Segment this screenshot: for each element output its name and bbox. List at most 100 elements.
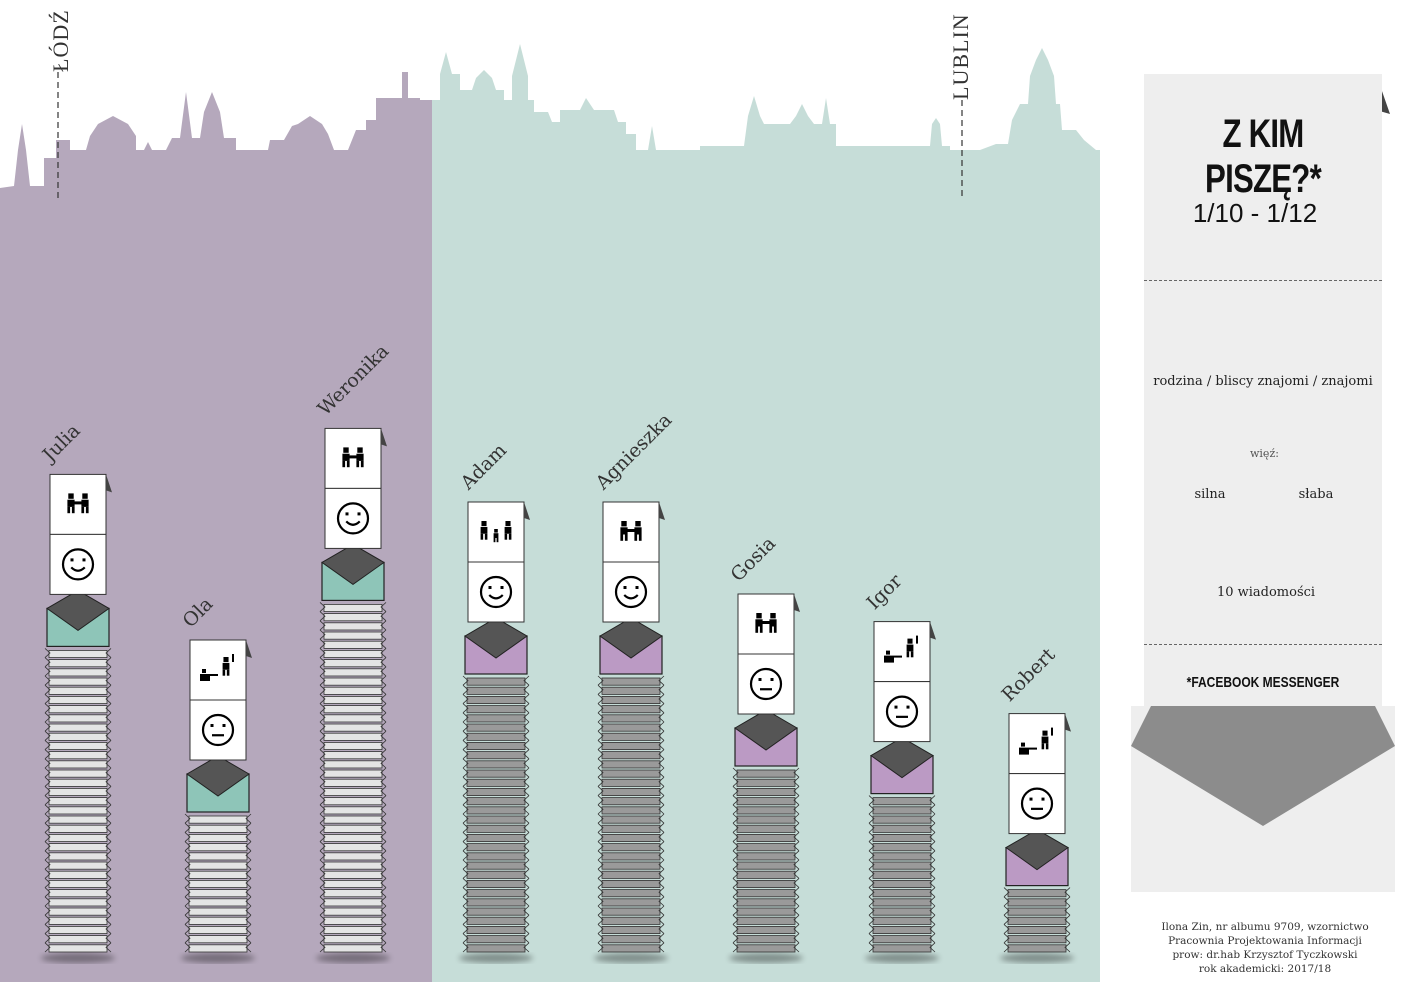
- stacked-envelope: [868, 924, 936, 935]
- credits-line-1: Ilona Zin, nr albumu 9709, wzornictwo: [1161, 921, 1369, 933]
- credits-line-2: Pracownia Projektowania Informacji: [1168, 935, 1362, 947]
- stacked-envelope: [184, 841, 252, 852]
- stacked-envelope: [44, 942, 112, 953]
- stacked-envelope: [597, 813, 665, 824]
- credits: Ilona Zin, nr albumu 9709, wzornictwo Pr…: [1140, 920, 1390, 976]
- stacked-envelope: [868, 841, 936, 852]
- stacked-envelope: [462, 740, 530, 751]
- legend-strong-label: silna: [1194, 487, 1226, 502]
- stacked-envelope: [732, 822, 800, 833]
- large-envelope-graphic: [1131, 706, 1395, 892]
- city-label-lodz: ŁÓDŹ: [48, 9, 73, 72]
- adult-figure: [504, 521, 512, 540]
- message-columns: [41, 427, 1074, 963]
- stacked-envelope: [462, 758, 530, 769]
- stacked-envelope: [44, 666, 112, 677]
- stacked-envelope: [462, 684, 530, 695]
- standing-figure: [222, 657, 230, 676]
- stacked-envelope: [597, 712, 665, 723]
- stacked-envelope: [462, 776, 530, 787]
- stacked-envelope: [44, 795, 112, 806]
- relationship-card: [1008, 713, 1071, 775]
- stacked-envelope: [597, 832, 665, 843]
- column-shadow: [41, 953, 115, 963]
- stacked-envelope: [597, 859, 665, 870]
- legend-bond-label: więź:: [1250, 447, 1279, 460]
- stacked-envelope: [319, 914, 387, 925]
- stacked-envelope: [732, 887, 800, 898]
- stacked-envelope: [462, 859, 530, 870]
- legend-divider-top: [1144, 280, 1382, 281]
- stacked-envelope: [44, 878, 112, 889]
- stacked-envelope: [462, 887, 530, 898]
- stacked-envelope: [732, 878, 800, 889]
- stacked-envelope: [462, 804, 530, 815]
- column-shadow: [594, 953, 668, 963]
- stacked-envelope: [319, 859, 387, 870]
- bond-card: [49, 533, 107, 595]
- column-shadow: [865, 953, 939, 963]
- stacked-envelope: [319, 657, 387, 668]
- stacked-envelope: [462, 914, 530, 925]
- lodz-skyline: [0, 72, 432, 200]
- stacked-envelope: [184, 850, 252, 861]
- stacked-envelope: [462, 822, 530, 833]
- stacked-envelope: [319, 795, 387, 806]
- column-adam: [459, 501, 533, 963]
- family-icon: [480, 521, 512, 543]
- stacked-envelope: [44, 657, 112, 668]
- stacked-envelope: [597, 896, 665, 907]
- stacked-envelope: [868, 859, 936, 870]
- stacked-envelope: [462, 905, 530, 916]
- stacked-envelope: [184, 914, 252, 925]
- stacked-envelope: [319, 749, 387, 760]
- relationship-card: [189, 639, 252, 701]
- stacked-envelope: [597, 721, 665, 732]
- column-ola: [181, 639, 255, 963]
- neutral-face-icon: [885, 695, 919, 728]
- neutral-face-icon: [1020, 787, 1054, 820]
- stacked-envelope: [868, 850, 936, 861]
- relationship-card: [737, 593, 800, 655]
- stacked-envelope: [732, 914, 800, 925]
- stacked-envelope: [44, 730, 112, 741]
- stacked-envelope: [597, 924, 665, 935]
- stacked-envelope: [732, 905, 800, 916]
- stacked-envelope: [462, 878, 530, 889]
- stacked-envelope: [319, 629, 387, 640]
- stacked-envelope: [462, 703, 530, 714]
- stacked-envelope: [319, 786, 387, 797]
- friend-figure: [620, 521, 628, 541]
- stacked-envelope: [319, 924, 387, 935]
- stacked-envelope: [462, 933, 530, 944]
- legend-footnote: *FACEBOOK MESSENGER: [1186, 674, 1340, 691]
- stacked-envelope: [184, 896, 252, 907]
- stacked-envelope: [868, 822, 936, 833]
- smile-face-icon: [479, 575, 513, 609]
- stacked-envelope: [462, 924, 530, 935]
- background-panels: [0, 150, 1100, 982]
- stacked-envelope: [597, 740, 665, 751]
- friend-figure: [342, 447, 350, 468]
- bond-card: [1008, 773, 1066, 835]
- stacked-envelope: [319, 868, 387, 879]
- stacked-envelope: [319, 602, 387, 613]
- friend-figure: [769, 613, 777, 633]
- city-label-lublin: LUBLIN: [948, 13, 973, 100]
- stacked-envelope: [319, 905, 387, 916]
- standing-figure: [906, 638, 914, 658]
- legend-graphics: [1131, 74, 1395, 892]
- stacked-envelope: [44, 859, 112, 870]
- bond-card: [602, 561, 660, 623]
- stacked-envelope: [44, 841, 112, 852]
- bond-card: [737, 653, 795, 715]
- stacked-envelope: [44, 868, 112, 879]
- stacked-envelope: [319, 887, 387, 898]
- stacked-envelope: [868, 905, 936, 916]
- stacked-envelope: [1003, 887, 1071, 898]
- legend-date-range: 1/10 - 1/12: [1192, 198, 1318, 228]
- stacked-envelope: [597, 758, 665, 769]
- stacked-envelope: [319, 878, 387, 889]
- column-gosia: [729, 593, 803, 963]
- stacked-envelope: [1003, 914, 1071, 925]
